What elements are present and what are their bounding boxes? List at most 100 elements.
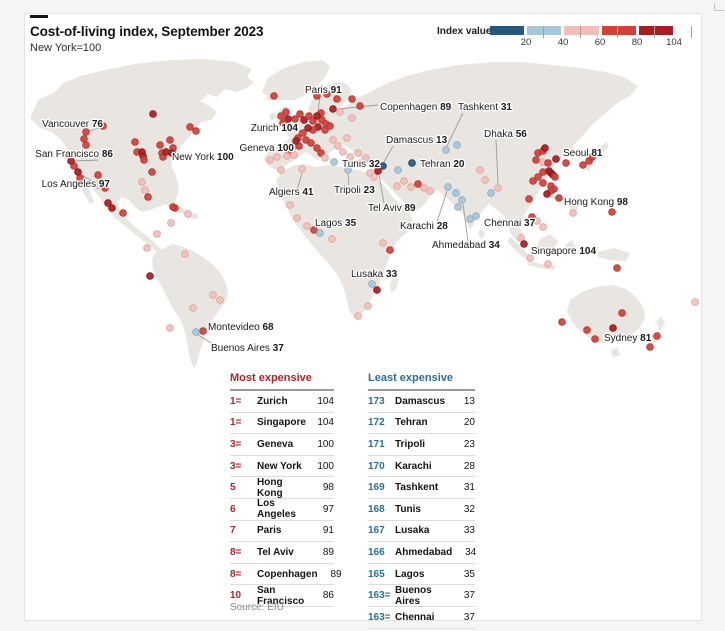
legend-swatch [638, 26, 673, 35]
value-cell: 86 [322, 590, 334, 602]
least-expensive-table: Least expensive 173 Damascus 13 172 Tehran 20… [368, 372, 477, 629]
rank-cell: 3= [230, 460, 242, 472]
legend-swatch [564, 26, 599, 35]
value-cell: 32 [463, 503, 475, 515]
legend-tickmark [580, 26, 581, 38]
page-corner-fragment [714, 3, 724, 11]
rank-cell: 166 [368, 546, 385, 558]
value-cell: 20 [463, 417, 475, 429]
table-row: 163= Buenos Aires 37 [368, 585, 475, 607]
value-cell: 100 [317, 438, 334, 450]
value-cell: 35 [463, 568, 475, 580]
legend-ticks: 20 40 60 80 104 [490, 26, 692, 48]
city-cell: Paris [257, 525, 282, 537]
rank-cell: 5 [230, 482, 236, 494]
city-cell: Tel Aviv [257, 546, 294, 558]
value-cell: 89 [322, 546, 334, 558]
legend-tickmark [543, 26, 544, 38]
table-row: 8= Tel Aviv 89 [230, 542, 334, 564]
table-row: 165 Lagos 35 [368, 564, 475, 586]
table-row: 8= Copenhagen 89 [230, 564, 342, 586]
rank-cell: 8= [230, 568, 242, 580]
table-row: 166 Ahmedabad 34 [368, 542, 477, 564]
legend-label: Index value [437, 26, 492, 37]
city-cell: Damascus [395, 395, 446, 407]
value-cell: 23 [463, 438, 475, 450]
legend-swatch [601, 26, 636, 35]
most-expensive-rows: 1= Zurich 104 1= Singapore 104 3= Geneva 100 3= Ne… [230, 389, 342, 607]
rank-cell: 10 [230, 590, 242, 602]
chart-title: Cost-of-living index, September 2023 [30, 24, 264, 39]
rank-cell: 1= [230, 395, 242, 407]
table-row: 1= Singapore 104 [230, 413, 334, 435]
legend-tickmark [617, 26, 618, 38]
city-cell: Karachi [395, 460, 432, 472]
table-row: 167 Lusaka 33 [368, 521, 475, 543]
rank-cell: 8= [230, 546, 242, 558]
most-expensive-title: Most expensive [230, 372, 312, 384]
city-cell: Geneva [257, 438, 294, 450]
value-cell: 33 [463, 525, 475, 537]
table-row: 171 Tripoli 23 [368, 434, 475, 456]
table-row: 172 Tehran 20 [368, 413, 475, 435]
least-expensive-title: Least expensive [368, 372, 453, 384]
legend-swatch [527, 26, 562, 35]
rank-cell: 172 [368, 417, 385, 429]
legend-tick-label: 20 [520, 37, 532, 48]
value-cell: 28 [463, 460, 475, 472]
source-note: Source: EIU [230, 602, 284, 613]
rank-cell: 167 [368, 525, 385, 537]
rank-cell: 1= [230, 417, 242, 429]
chart-subtitle: New York=100 [30, 42, 102, 54]
chart-card [24, 13, 702, 621]
rank-cell: 163= [368, 590, 391, 602]
most-expensive-table: Most expensive 1= Zurich 104 1= Singapore 104… [230, 372, 342, 607]
table-row: 170 Karachi 28 [368, 456, 475, 478]
value-cell: 34 [465, 546, 477, 558]
city-cell: New York [257, 460, 302, 472]
legend-color-scale [490, 26, 676, 35]
city-cell: Tashkent [395, 482, 439, 494]
city-cell: Tripoli [395, 438, 425, 450]
city-cell: Lusaka [395, 525, 430, 537]
value-cell: 89 [330, 568, 342, 580]
rank-cell: 6 [230, 503, 236, 515]
value-cell: 31 [463, 482, 475, 494]
rank-cell: 171 [368, 438, 385, 450]
city-cell: Hong Kong [257, 476, 283, 499]
value-cell: 37 [463, 590, 475, 602]
rank-cell: 169 [368, 482, 385, 494]
value-cell: 13 [463, 395, 475, 407]
city-cell: Buenos Aires [395, 584, 432, 607]
table-row: 173 Damascus 13 [368, 391, 475, 413]
table-row: 10 San Francisco 86 [230, 585, 334, 607]
city-cell: Ahmedabad [395, 546, 453, 558]
table-row: 163= Chennai 37 [368, 607, 475, 629]
rank-cell: 7 [230, 525, 236, 537]
legend-tickmark [654, 26, 655, 38]
value-cell: 100 [317, 460, 334, 472]
legend-tickmark [691, 26, 692, 38]
kicker-dash [30, 15, 48, 18]
city-cell: Tehran [395, 417, 428, 429]
least-expensive-rows: 173 Damascus 13 172 Tehran 20 171 Tripoli 23 170 K… [368, 389, 477, 629]
city-cell: Chennai [395, 611, 435, 623]
rank-cell: 165 [368, 568, 385, 580]
value-cell: 104 [317, 395, 334, 407]
city-cell: Los Angeles [257, 498, 296, 521]
table-row: 7 Paris 91 [230, 521, 334, 543]
city-cell: San Francisco [257, 584, 305, 607]
value-cell: 97 [322, 503, 334, 515]
city-cell: Copenhagen [257, 568, 318, 580]
value-cell: 104 [317, 417, 334, 429]
city-cell: Tunis [395, 503, 421, 515]
rank-cell: 170 [368, 460, 385, 472]
city-cell: Zurich [257, 395, 288, 407]
table-row: 6 Los Angeles 97 [230, 498, 334, 521]
city-cell: Singapore [257, 417, 306, 429]
legend-tick-label: 104 [666, 37, 682, 48]
table-row: 168 Tunis 32 [368, 499, 475, 521]
value-cell: 91 [322, 525, 334, 537]
value-cell: 98 [322, 482, 334, 494]
table-row: 169 Tashkent 31 [368, 477, 475, 499]
